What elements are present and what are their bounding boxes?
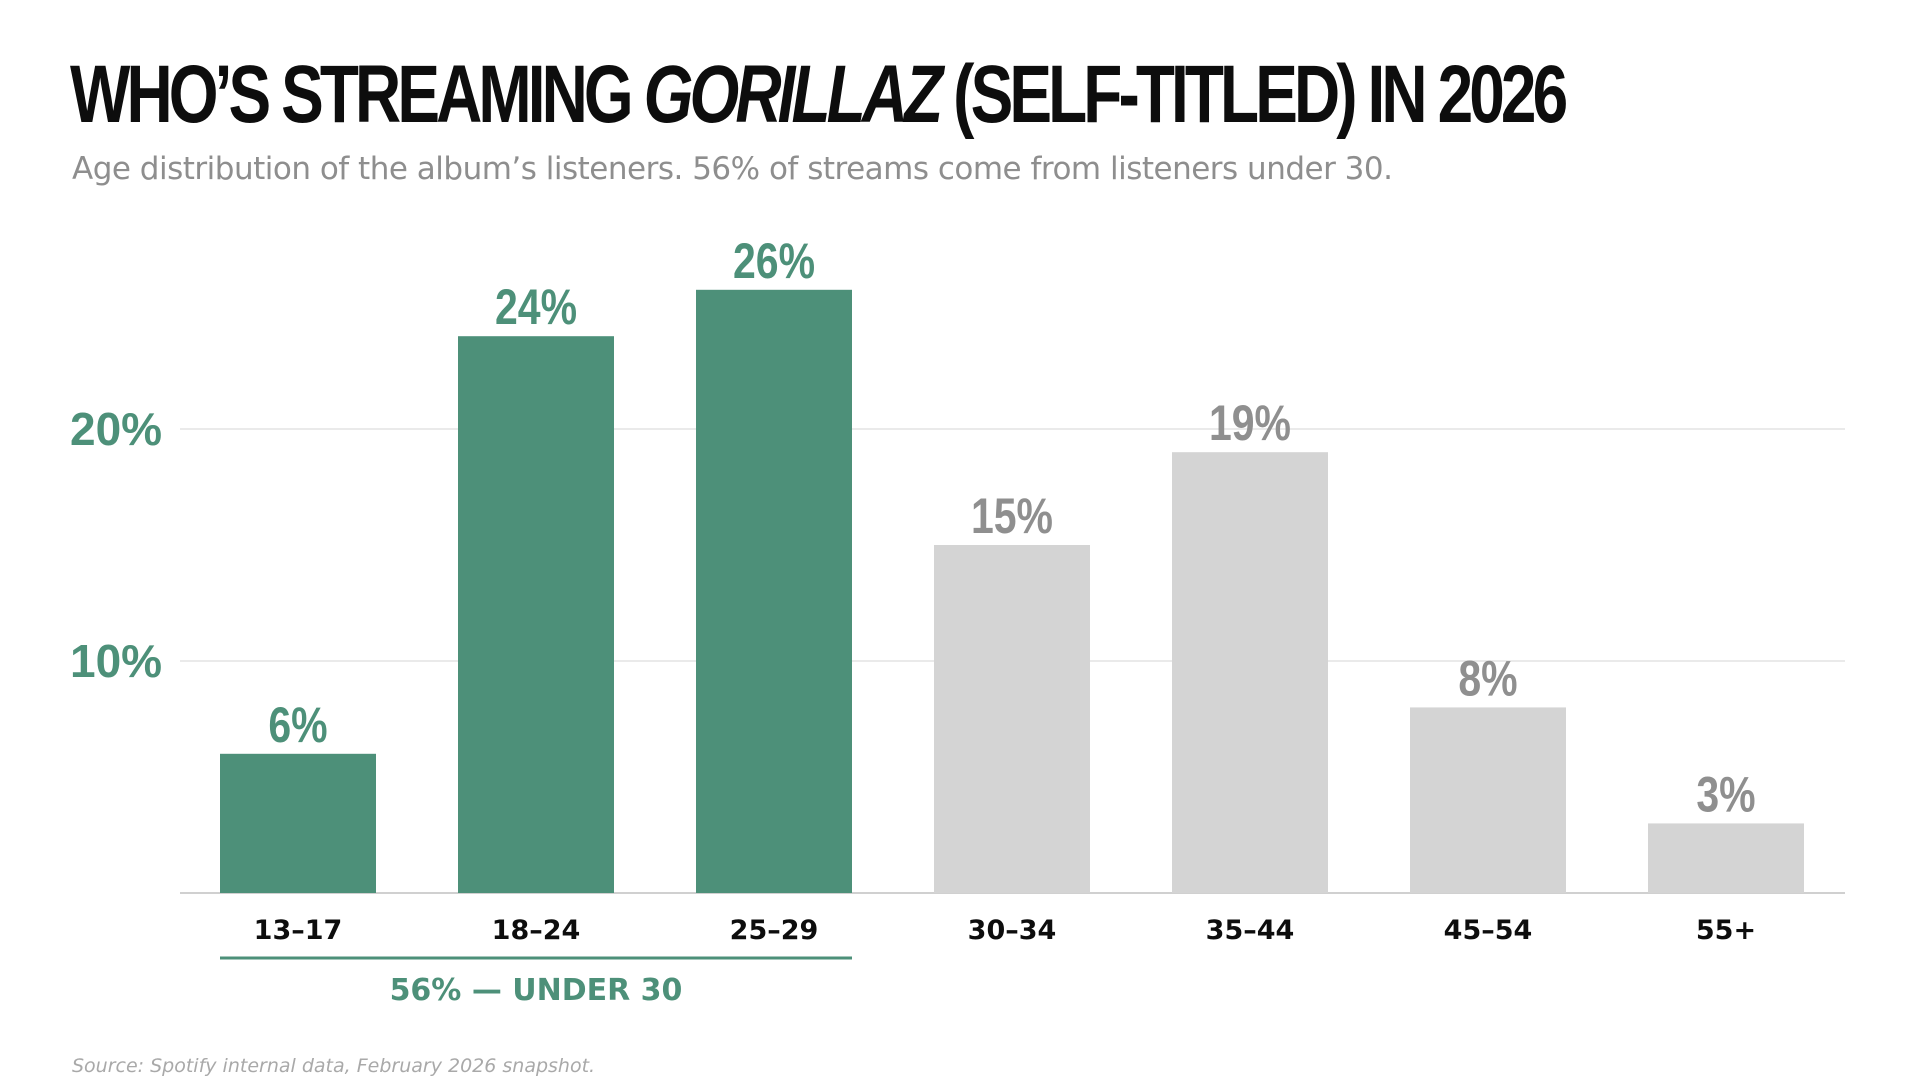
bar[interactable] bbox=[458, 336, 614, 893]
bar[interactable] bbox=[1410, 707, 1566, 893]
y-tick-label: 10% bbox=[70, 635, 162, 687]
title-album-name: GORILLAZ bbox=[643, 49, 944, 140]
bar[interactable] bbox=[1648, 823, 1804, 893]
source-note: Source: Spotify internal data, February … bbox=[72, 1055, 596, 1077]
chart-subtitle: Age distribution of the album’s listener… bbox=[72, 151, 1393, 187]
bar-value-label: 8% bbox=[1458, 651, 1517, 707]
bar-value-label: 19% bbox=[1209, 395, 1291, 451]
x-tick-label: 18–24 bbox=[492, 915, 581, 946]
bar[interactable] bbox=[696, 289, 852, 893]
bar[interactable] bbox=[1172, 452, 1328, 893]
x-tick-label: 35–44 bbox=[1206, 915, 1295, 946]
bar-value-label: 3% bbox=[1696, 767, 1755, 823]
y-tick-label: 20% bbox=[70, 403, 162, 455]
bar-value-label: 6% bbox=[268, 697, 327, 753]
under-30-label: 56% — UNDER 30 bbox=[390, 973, 683, 1008]
bar-value-label: 24% bbox=[495, 279, 577, 335]
x-tick-label: 55+ bbox=[1696, 915, 1756, 946]
bar[interactable] bbox=[220, 753, 376, 893]
title-suffix: (SELF-TITLED) IN 2026 bbox=[939, 49, 1568, 140]
x-tick-label: 25–29 bbox=[730, 915, 819, 946]
title-prefix: WHO’S STREAMING bbox=[70, 49, 644, 140]
chart-title: WHO’S STREAMING GORILLAZ (SELF-TITLED) I… bbox=[70, 54, 1568, 136]
x-tick-label: 30–34 bbox=[968, 915, 1057, 946]
x-tick-label: 13–17 bbox=[254, 915, 343, 946]
bar[interactable] bbox=[934, 545, 1090, 893]
bar-value-label: 26% bbox=[733, 233, 815, 289]
x-tick-label: 45–54 bbox=[1444, 915, 1533, 946]
bar-value-label: 15% bbox=[971, 488, 1053, 544]
